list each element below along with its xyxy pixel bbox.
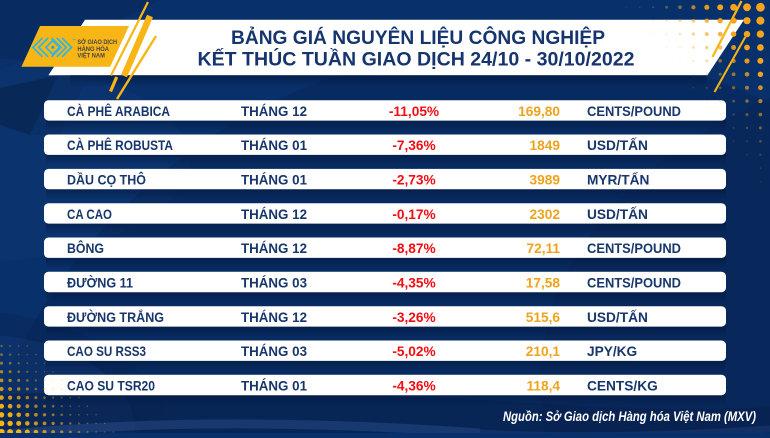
svg-text:THÁNG 12: THÁNG 12	[241, 310, 307, 325]
svg-text:2302: 2302	[530, 207, 561, 222]
svg-text:THÁNG 03: THÁNG 03	[241, 275, 307, 290]
svg-text:USD/TẤN: USD/TẤN	[587, 138, 648, 153]
svg-text:118,4: 118,4	[527, 378, 561, 393]
svg-text:-3,26%: -3,26%	[392, 310, 435, 325]
svg-text:CENTS/POUND: CENTS/POUND	[587, 275, 681, 290]
svg-text:SỞ GIAO DỊCH: SỞ GIAO DỊCH	[77, 37, 117, 46]
svg-text:MYR/TẤN: MYR/TẤN	[587, 173, 649, 188]
svg-text:-5,02%: -5,02%	[392, 344, 435, 359]
svg-text:17,58: 17,58	[526, 275, 561, 290]
svg-text:169,80: 169,80	[518, 104, 560, 119]
svg-text:HÀNG HÓA: HÀNG HÓA	[77, 44, 109, 53]
svg-text:72,11: 72,11	[527, 241, 561, 256]
svg-text:-8,87%: -8,87%	[392, 241, 435, 256]
svg-text:CENTS/POUND: CENTS/POUND	[587, 241, 681, 256]
svg-text:THÁNG 12: THÁNG 12	[241, 241, 307, 256]
svg-text:CÀ PHÊ ARABICA: CÀ PHÊ ARABICA	[67, 104, 170, 119]
svg-text:3989: 3989	[530, 173, 561, 188]
svg-text:KẾT THÚC TUẦN GIAO DỊCH 24/10: KẾT THÚC TUẦN GIAO DỊCH 24/10 - 30/10/20…	[198, 46, 635, 70]
svg-text:515,6: 515,6	[526, 310, 561, 325]
svg-text:CAO SU TSR20: CAO SU TSR20	[67, 378, 155, 393]
svg-text:THÁNG 01: THÁNG 01	[241, 173, 307, 188]
svg-text:CA CAO: CA CAO	[67, 207, 112, 222]
svg-text:-11,05%: -11,05%	[389, 104, 439, 119]
svg-text:JPY/KG: JPY/KG	[587, 344, 637, 359]
svg-text:1849: 1849	[530, 138, 561, 153]
svg-text:™: ™	[72, 38, 76, 42]
svg-text:ĐƯỜNG 11: ĐƯỜNG 11	[67, 275, 133, 290]
svg-text:CENTS/KG: CENTS/KG	[587, 378, 658, 393]
svg-text:USD/TẤN: USD/TẤN	[587, 207, 648, 222]
svg-text:CÀ PHÊ ROBUSTA: CÀ PHÊ ROBUSTA	[67, 138, 173, 153]
svg-text:-2,73%: -2,73%	[392, 173, 435, 188]
svg-text:Nguồn: Sở Giao dịch Hàng hóa V: Nguồn: Sở Giao dịch Hàng hóa Việt Nam (M…	[503, 409, 756, 424]
svg-text:-0,17%: -0,17%	[392, 207, 435, 222]
svg-text:VIỆT NAM: VIỆT NAM	[77, 51, 105, 60]
svg-text:THÁNG 12: THÁNG 12	[241, 104, 307, 119]
svg-text:THÁNG 01: THÁNG 01	[241, 138, 307, 153]
svg-text:-4,35%: -4,35%	[392, 275, 435, 290]
svg-text:CAO SU RSS3: CAO SU RSS3	[67, 344, 146, 359]
svg-text:CENTS/POUND: CENTS/POUND	[587, 104, 681, 119]
svg-text:-4,36%: -4,36%	[392, 378, 435, 393]
svg-text:DẦU CỌ THÔ: DẦU CỌ THÔ	[67, 173, 146, 188]
svg-text:BÔNG: BÔNG	[67, 241, 104, 256]
svg-text:THÁNG 01: THÁNG 01	[241, 378, 307, 393]
svg-text:BẢNG GIÁ NGUYÊN LIỆU CÔNG NGHI: BẢNG GIÁ NGUYÊN LIỆU CÔNG NGHIỆP	[231, 25, 605, 49]
svg-text:USD/TẤN: USD/TẤN	[587, 310, 648, 325]
svg-text:ĐƯỜNG TRẮNG: ĐƯỜNG TRẮNG	[67, 310, 164, 325]
svg-text:-7,36%: -7,36%	[392, 138, 435, 153]
svg-text:THÁNG 03: THÁNG 03	[241, 344, 307, 359]
svg-text:THÁNG 12: THÁNG 12	[241, 207, 307, 222]
svg-text:210,1: 210,1	[526, 344, 561, 359]
